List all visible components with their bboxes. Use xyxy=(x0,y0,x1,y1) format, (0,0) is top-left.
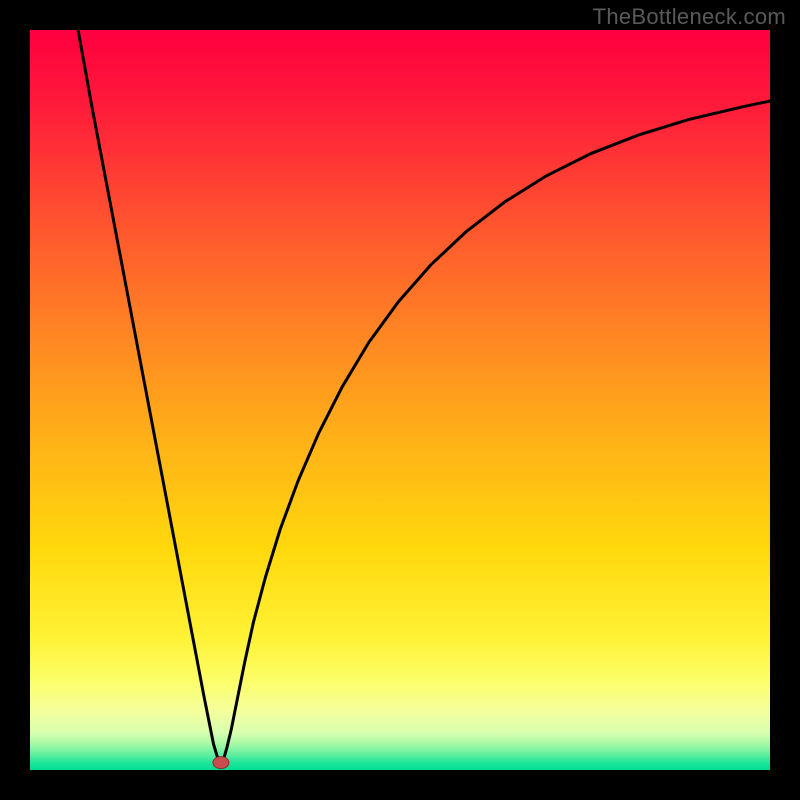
minimum-marker xyxy=(213,757,229,769)
watermark-text: TheBottleneck.com xyxy=(593,4,786,30)
bottleneck-curve xyxy=(30,30,770,770)
chart-container: TheBottleneck.com xyxy=(0,0,800,800)
plot-area xyxy=(30,30,770,770)
